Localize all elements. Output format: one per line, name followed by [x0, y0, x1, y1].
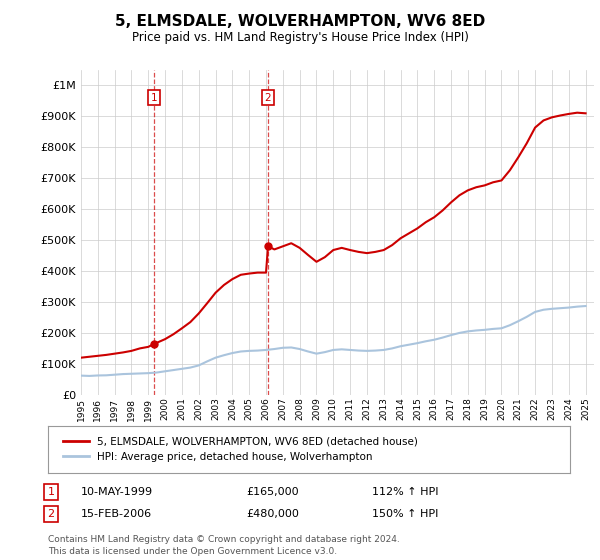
Text: 10-MAY-1999: 10-MAY-1999: [81, 487, 153, 497]
Text: 2: 2: [265, 93, 271, 103]
Text: 1: 1: [151, 93, 158, 103]
Text: £480,000: £480,000: [246, 509, 299, 519]
Text: Price paid vs. HM Land Registry's House Price Index (HPI): Price paid vs. HM Land Registry's House …: [131, 31, 469, 44]
Text: 5, ELMSDALE, WOLVERHAMPTON, WV6 8ED: 5, ELMSDALE, WOLVERHAMPTON, WV6 8ED: [115, 14, 485, 29]
Text: 1: 1: [47, 487, 55, 497]
Text: 15-FEB-2006: 15-FEB-2006: [81, 509, 152, 519]
Text: 150% ↑ HPI: 150% ↑ HPI: [372, 509, 439, 519]
Text: £165,000: £165,000: [246, 487, 299, 497]
Legend: 5, ELMSDALE, WOLVERHAMPTON, WV6 8ED (detached house), HPI: Average price, detach: 5, ELMSDALE, WOLVERHAMPTON, WV6 8ED (det…: [58, 433, 422, 466]
Text: Contains HM Land Registry data © Crown copyright and database right 2024.
This d: Contains HM Land Registry data © Crown c…: [48, 535, 400, 556]
Text: 112% ↑ HPI: 112% ↑ HPI: [372, 487, 439, 497]
Text: 2: 2: [47, 509, 55, 519]
